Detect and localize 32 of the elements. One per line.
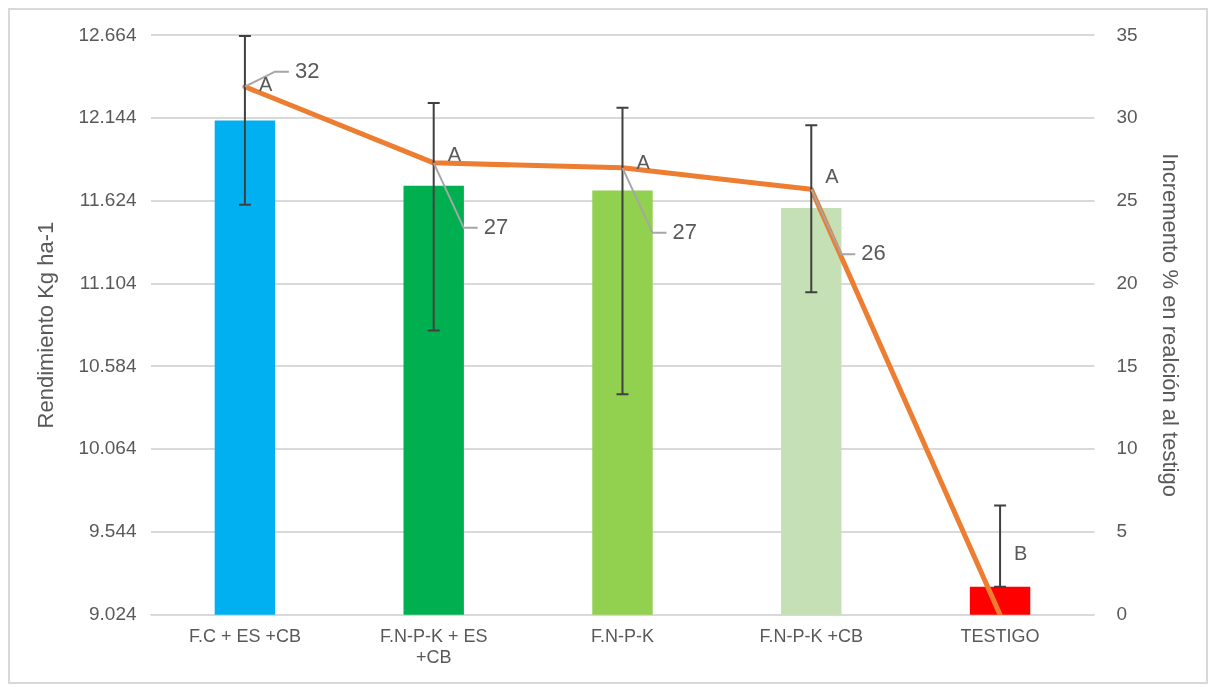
y2-tick-label: 5 <box>1116 520 1128 542</box>
y-tick-label: 12.664 <box>78 23 137 45</box>
y2-tick-label: 10 <box>1116 437 1138 459</box>
x-tick-label: F.N-P-K +CB <box>759 625 864 646</box>
data-label: 26 <box>861 240 886 266</box>
y-tick-label: 9.024 <box>88 603 137 625</box>
y2-tick-label: 15 <box>1116 354 1138 376</box>
y-tick-label: 9.544 <box>88 520 137 542</box>
y2-tick-label: 35 <box>1116 23 1138 45</box>
annotation: A <box>636 150 651 173</box>
y2-tick-label: 30 <box>1116 106 1138 128</box>
annotation: B <box>1014 542 1028 565</box>
data-label: 27 <box>483 213 509 239</box>
x-tick-label: F.N-P-K <box>590 625 654 646</box>
data-label: 27 <box>672 218 697 244</box>
y-axis-title: Rendimiento Kg ha-1 <box>33 221 59 429</box>
annotation: A <box>258 72 273 95</box>
y2-tick-label: 0 <box>1116 603 1128 625</box>
data-label: 32 <box>294 57 320 83</box>
y2-tick-label: 20 <box>1116 271 1138 293</box>
x-tick-label: F.C + ES +CB <box>188 625 301 646</box>
x-tick-label: F.N-P-K + ES +CB <box>379 625 488 668</box>
x-tick-label: TESTIGO <box>960 625 1040 646</box>
y2-axis-title: Incremento % en realción al testigo <box>1157 153 1183 497</box>
y-tick-label: 12.144 <box>78 106 137 128</box>
y-tick-label: 11.104 <box>79 271 137 293</box>
y2-tick-label: 25 <box>1116 189 1138 211</box>
y-tick-label: 10.584 <box>78 354 137 376</box>
annotation: A <box>825 165 840 188</box>
y-tick-label: 11.624 <box>79 189 137 211</box>
y-tick-label: 10.064 <box>78 437 137 459</box>
annotation: A <box>447 142 462 165</box>
